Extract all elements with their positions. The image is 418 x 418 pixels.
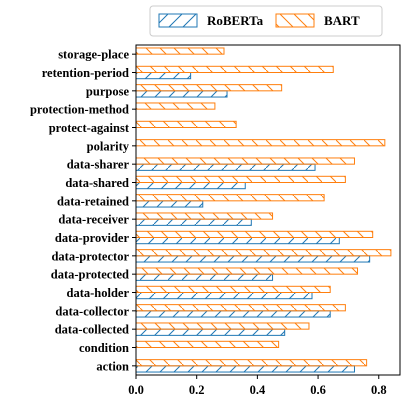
bar-roberta-data-receiver — [135, 218, 252, 226]
bar-roberta-data-collector — [135, 310, 331, 318]
y-tick-label-data-collector: data-collector — [55, 304, 129, 318]
y-tick-label-protect-against: protect-against — [49, 121, 130, 135]
bar-bart-action — [135, 359, 368, 367]
bar-roberta-action — [135, 365, 355, 373]
y-tick-label-purpose: purpose — [86, 84, 130, 98]
bar-bart-protection-method — [135, 102, 216, 110]
bar-roberta-data-holder — [135, 292, 313, 300]
bar-roberta-data-shared — [135, 182, 246, 190]
axes-group: action condition data-collected data-collec… — [30, 44, 401, 397]
legend-label-bart: BART — [324, 13, 360, 28]
y-tick-label-protection-method: protection-method — [30, 103, 129, 117]
y-tick-label-data-receiver: data-receiver — [58, 213, 129, 227]
bar-bart-purpose — [135, 84, 283, 92]
y-tick-label-data-holder: data-holder — [67, 286, 130, 300]
y-tick-label-condition: condition — [79, 341, 129, 355]
y-tick-label-data-protector: data-protector — [51, 249, 129, 263]
y-tick-label-storage-place: storage-place — [58, 48, 129, 62]
bar-roberta-data-sharer — [135, 163, 316, 171]
legend-label-roberta: RoBERTa — [207, 13, 264, 28]
y-tick-label-data-provider: data-provider — [55, 231, 130, 245]
bar-roberta-retention-period — [135, 72, 192, 80]
legend: RoBERTa BART — [149, 5, 383, 37]
bar-roberta-data-retained — [135, 200, 204, 208]
x-tick-label-1: 0.2 — [189, 383, 205, 397]
bar-bart-data-sharer — [135, 157, 355, 165]
bars-group — [135, 47, 392, 373]
bar-bart-data-retained — [135, 194, 325, 202]
bar-roberta-purpose — [135, 90, 228, 98]
bar-bart-data-collected — [135, 322, 310, 330]
legend-swatch-roberta — [158, 13, 198, 28]
bar-bart-storage-place — [135, 47, 225, 55]
y-tick-label-data-collected: data-collected — [55, 323, 129, 337]
y-tick-label-retention-period: retention-period — [42, 66, 129, 80]
x-tick-label-0: 0.0 — [128, 383, 144, 397]
bar-bart-polarity — [135, 139, 386, 147]
y-tick-label-data-sharer: data-sharer — [67, 158, 130, 172]
bar-bart-data-receiver — [135, 212, 274, 220]
bar-bart-data-protected — [135, 267, 359, 275]
bar-bart-condition — [135, 340, 280, 348]
y-tick-label-data-protected: data-protected — [51, 268, 129, 282]
bar-roberta-data-protector — [135, 255, 371, 263]
bar-roberta-data-provider — [135, 237, 340, 245]
bar-bart-data-provider — [135, 230, 374, 239]
x-tick-label-3: 0.6 — [310, 383, 326, 397]
bar-bart-data-holder — [135, 285, 331, 293]
bar-bart-data-protector — [135, 249, 392, 257]
y-tick-label-polarity: polarity — [87, 139, 130, 153]
x-tick-label-2: 0.4 — [250, 383, 266, 397]
legend-swatch-bart — [275, 13, 315, 28]
bar-roberta-data-protected — [135, 273, 274, 281]
bar-bart-retention-period — [135, 65, 334, 74]
x-tick-label-4: 0.8 — [371, 383, 387, 397]
legend-box — [149, 5, 383, 37]
bar-bart-data-collector — [135, 304, 346, 312]
y-tick-label-data-shared: data-shared — [65, 176, 129, 190]
bar-bart-protect-against — [135, 120, 237, 129]
bar-bart-data-shared — [135, 175, 346, 184]
plot-frame — [135, 44, 401, 376]
bar-roberta-data-collected — [135, 328, 286, 336]
y-tick-label-action: action — [96, 359, 129, 373]
y-tick-label-data-retained: data-retained — [57, 194, 129, 208]
